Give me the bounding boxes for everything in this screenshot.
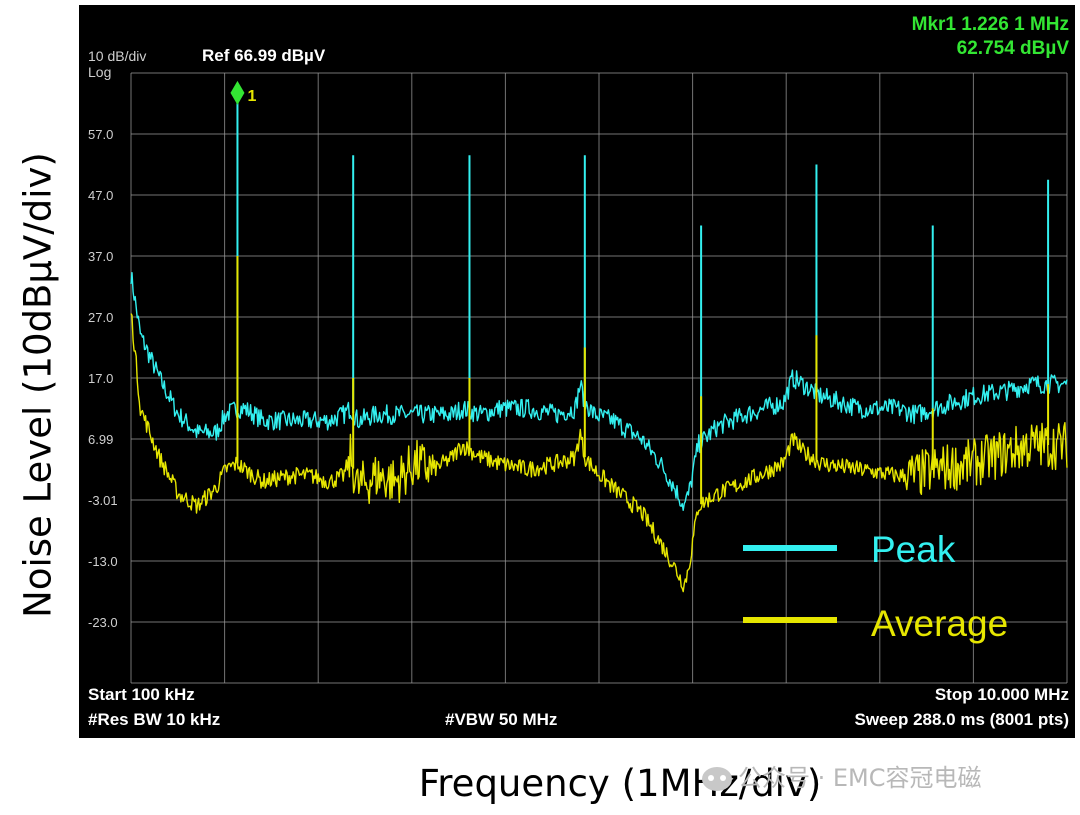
x-axis-title: Frequency (1MHz/div) xyxy=(418,762,822,805)
traces xyxy=(130,98,1068,593)
marker-readout-frequency: Mkr1 1.226 1 MHz xyxy=(912,14,1069,35)
log-label: Log xyxy=(88,64,111,80)
marker-readout-level: 62.754 dBµV xyxy=(957,38,1070,59)
watermark-text: 公众号 · EMC容冠电磁 xyxy=(738,764,982,792)
legend-peak-label: Peak xyxy=(871,529,956,570)
y-tick-label: 17.0 xyxy=(88,371,113,386)
spectrum-analyzer-screen: 57.0 47.0 37.0 27.0 17.0 6.99 -3.01 -13.0 -23.0 … xyxy=(79,5,1075,738)
scale-label: 10 dB/div xyxy=(88,48,146,64)
y-tick-label: 6.99 xyxy=(88,432,113,447)
y-tick-label: -23.0 xyxy=(88,615,118,630)
watermark: 公众号 · EMC容冠电磁 xyxy=(702,758,982,793)
stop-frequency-label: Stop 10.000 MHz xyxy=(935,685,1069,704)
y-tick-labels: 57.0 47.0 37.0 27.0 17.0 6.99 -3.01 -13.0 -23.0 xyxy=(88,127,118,630)
legend-average-label: Average xyxy=(871,603,1008,644)
sweep-label: Sweep 288.0 ms (8001 pts) xyxy=(854,710,1069,729)
y-axis-title-area: Noise Level (10dBµV/div) xyxy=(0,0,60,815)
legend: Peak Average xyxy=(743,529,1008,644)
marker-diamond-icon xyxy=(230,80,245,105)
y-tick-label: 57.0 xyxy=(88,127,113,142)
trace-average xyxy=(130,313,1068,593)
y-tick-label: 27.0 xyxy=(88,310,113,325)
y-tick-label: 37.0 xyxy=(88,249,113,264)
trace-peak xyxy=(130,272,1068,511)
grid xyxy=(130,72,1068,684)
y-tick-label: 47.0 xyxy=(88,188,113,203)
y-tick-label: -3.01 xyxy=(88,493,118,508)
spectrum-chart: 57.047.037.027.017.06.99-3.01-13.0-23.0 … xyxy=(88,14,1070,729)
start-frequency-label: Start 100 kHz xyxy=(88,685,195,704)
ref-level-label: Ref 66.99 dBµV xyxy=(202,46,326,65)
rbw-label: #Res BW 10 kHz xyxy=(88,710,220,729)
y-axis-title: Noise Level (10dBµV/div) xyxy=(16,152,60,618)
vbw-label: #VBW 50 MHz xyxy=(445,710,557,729)
wechat-icon xyxy=(702,767,732,791)
marker-1: 1 xyxy=(230,80,256,105)
marker-number: 1 xyxy=(247,88,256,105)
y-tick-label: -13.0 xyxy=(88,554,118,569)
